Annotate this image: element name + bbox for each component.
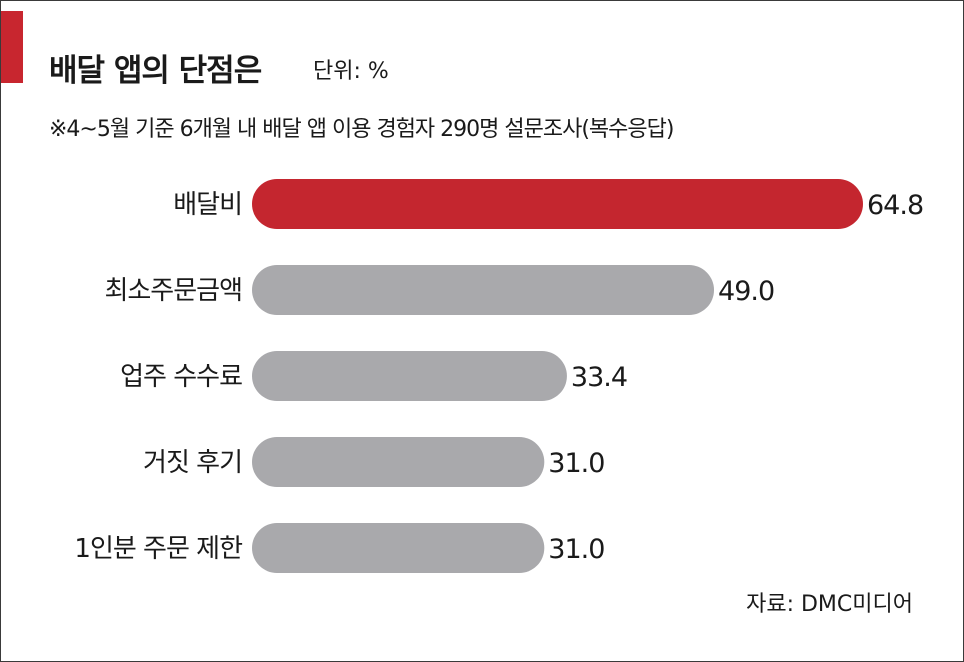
- value-label: 31.0: [548, 534, 604, 565]
- bar-group: 배달비 64.8 최소주문금액 49.0 업주 수수료 33.4 거짓 후기 31.0 1인분 …: [74, 179, 924, 573]
- value-label: 31.0: [548, 448, 604, 479]
- value-label: 33.4: [571, 362, 627, 393]
- value-label: 64.8: [867, 190, 923, 221]
- bar: [252, 351, 567, 401]
- chart-title: 배달 앱의 단점은: [49, 53, 262, 89]
- category-label: 1인분 주문 제한: [74, 534, 242, 564]
- survey-note: ※4~5월 기준 6개월 내 배달 앱 이용 경험자 290명 설문조사(복수응…: [49, 117, 674, 142]
- bar: [252, 265, 715, 315]
- category-label: 최소주문금액: [104, 276, 242, 306]
- title-accent-bar: [1, 11, 23, 83]
- value-label: 49.0: [718, 276, 774, 307]
- category-label: 업주 수수료: [120, 362, 242, 392]
- unit-label: 단위: %: [313, 59, 389, 84]
- bar: [252, 179, 863, 229]
- bar: [252, 437, 545, 487]
- bar: [252, 523, 545, 573]
- source-label: 자료: DMC미디어: [746, 592, 913, 617]
- category-label: 거짓 후기: [143, 448, 242, 478]
- category-label: 배달비: [173, 190, 242, 220]
